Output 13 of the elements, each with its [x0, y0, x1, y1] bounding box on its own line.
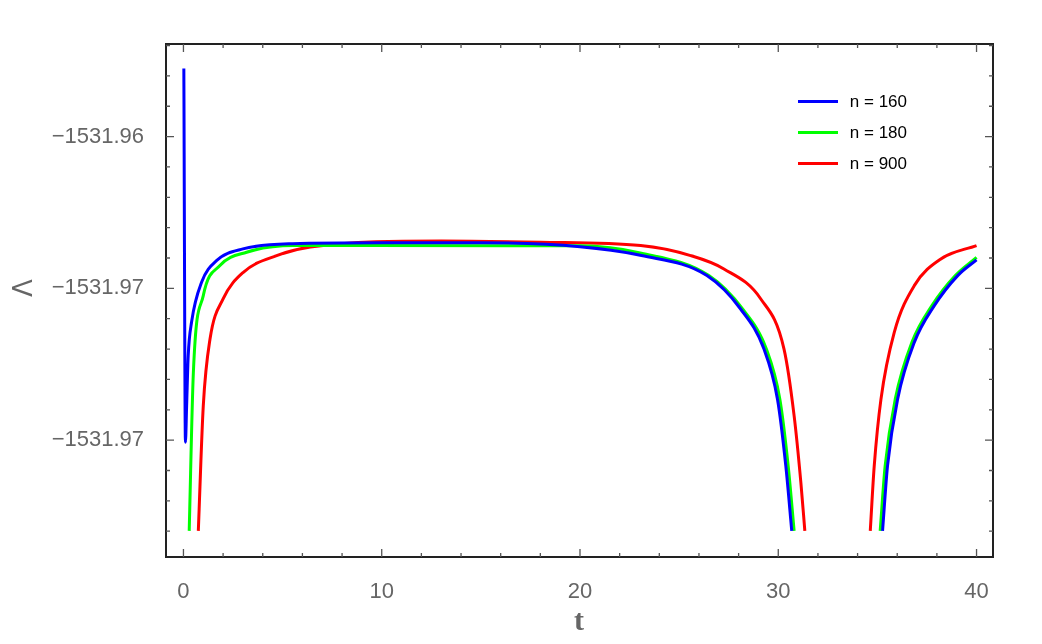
x-axis-title: t — [574, 603, 584, 637]
x-tick-label: 10 — [369, 578, 394, 604]
legend-label: n = 180 — [849, 122, 907, 143]
x-tick-label: 20 — [567, 578, 593, 604]
x-tick-label: 40 — [964, 578, 989, 604]
legend-label: n = 900 — [849, 153, 907, 174]
legend-label: n = 160 — [849, 91, 907, 112]
y-axis-title: Λ — [7, 279, 38, 297]
x-tick-label: 0 — [177, 578, 190, 604]
y-tick-label: −1531.96 — [51, 122, 144, 148]
y-tick-label: −1531.97 — [51, 274, 144, 300]
x-tick-label: 30 — [766, 578, 791, 604]
y-tick-label: −1531.97 — [51, 426, 144, 452]
